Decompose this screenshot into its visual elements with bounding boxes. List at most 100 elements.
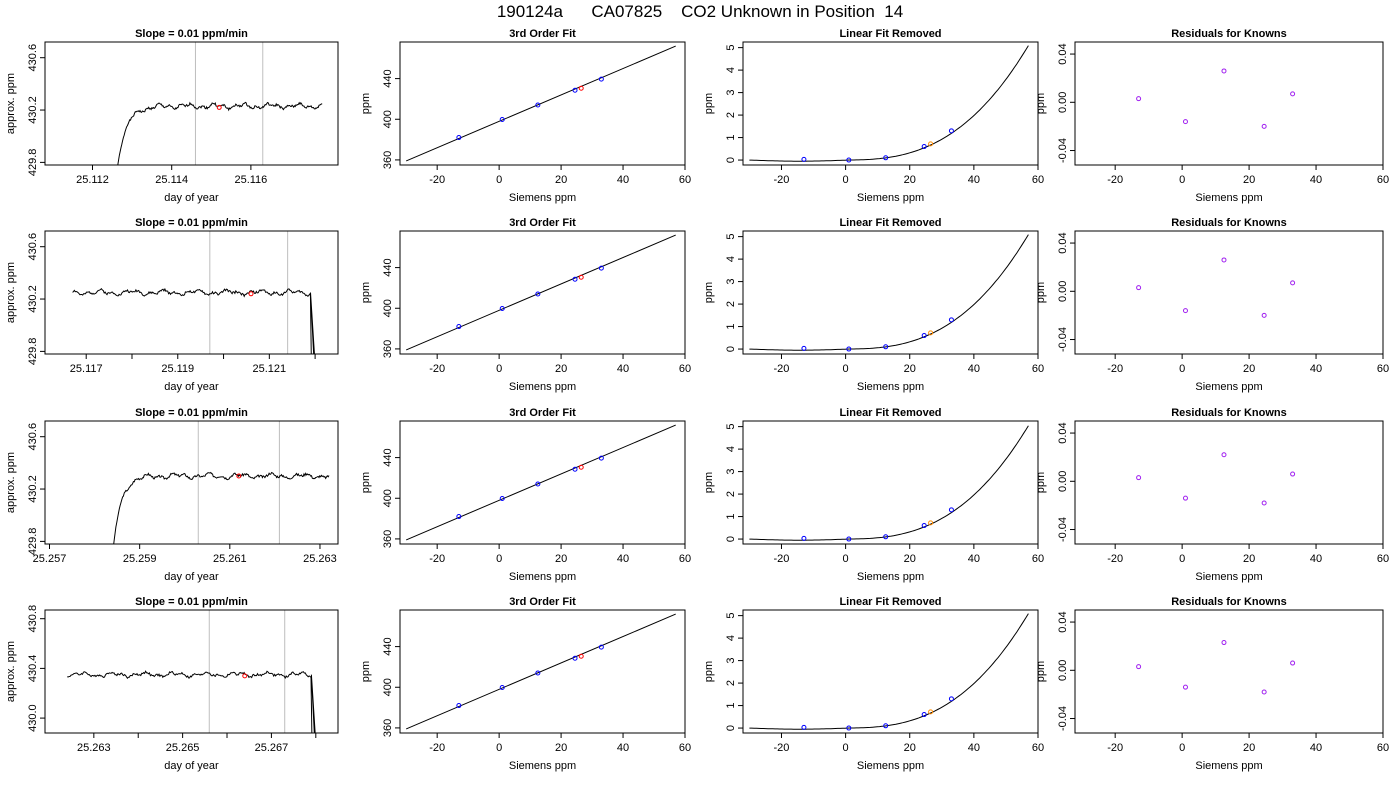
y-tick-label: 430.8: [27, 605, 39, 633]
y-tick-label: 430.6: [27, 44, 39, 72]
known-point: [535, 670, 541, 676]
plot-area: [405, 613, 676, 730]
x-axis-label: Siemens ppm: [857, 381, 924, 393]
x-axis-label: Siemens ppm: [1195, 571, 1262, 583]
chart-panel-fit-row1: 3rd Order Fit Siemens ppm ppm -20 0 20 40 60 360…: [360, 28, 691, 204]
known-point: [948, 317, 954, 323]
chart-panel-residuals-row1: Residuals for Knowns Siemens ppm ppm -20 0 20…: [1035, 28, 1389, 204]
known-point: [846, 346, 852, 352]
plot-area: [1136, 452, 1296, 506]
chart-panel-residuals-row4: Residuals for Knowns Siemens ppm ppm -20 0 20…: [1035, 596, 1389, 772]
chart-panel-fit-row2: 3rd Order Fit Siemens ppm ppm -20 0 20 40 60 360…: [360, 217, 691, 393]
plot-area: [113, 421, 330, 544]
residual-point: [1261, 689, 1267, 695]
x-tick-label: 0: [1179, 174, 1185, 186]
known-point: [535, 102, 541, 108]
known-point: [598, 76, 604, 82]
plot-area: [405, 234, 676, 351]
x-tick-label: 20: [555, 363, 567, 375]
plot-frame: [44, 609, 339, 734]
x-tick-label: -20: [774, 553, 790, 565]
residual-point: [1261, 312, 1267, 318]
plot-frame: [399, 41, 686, 166]
x-axis-label: day of year: [164, 192, 219, 204]
x-tick-label: 25.112: [76, 174, 109, 186]
chart-title: Linear Fit Removed: [839, 217, 941, 229]
page-title: 190124a CA07825 CO2 Unknown in Position …: [496, 2, 904, 21]
x-tick-label: -20: [429, 553, 445, 565]
plot-area: [1136, 640, 1296, 695]
x-tick-label: 25.119: [161, 363, 194, 375]
x-tick-label: 60: [1032, 363, 1044, 375]
chart-title: 3rd Order Fit: [509, 596, 576, 608]
x-tick-label: 25.263: [77, 742, 111, 754]
y-tick-label: 0: [725, 536, 737, 542]
unknown-point: [578, 85, 584, 91]
known-point: [499, 116, 505, 122]
unknown-marker: [242, 673, 248, 679]
known-point: [499, 305, 505, 311]
plot-area: [749, 234, 1029, 352]
data-trace: [72, 287, 315, 354]
plot-frame: [742, 420, 1039, 545]
plot-frame: [1074, 420, 1384, 545]
residual-point: [1182, 308, 1188, 314]
y-tick-label: 4: [725, 446, 737, 452]
x-tick-label: 25.117: [70, 363, 103, 375]
y-tick-label: -0.04: [1057, 138, 1069, 163]
x-tick-label: 60: [1377, 742, 1389, 754]
y-axis-label: ppm: [1035, 661, 1047, 682]
x-tick-label: 0: [1179, 553, 1185, 565]
chart-panel-time-series-row2: Slope = 0.01 ppm/min day of year approx. p…: [5, 217, 339, 393]
known-point: [801, 156, 807, 162]
y-tick-label: 429.8: [27, 149, 39, 177]
y-tick-label: 1: [725, 135, 737, 141]
chart-panel-fit-row3: 3rd Order Fit Siemens ppm ppm -20 0 20 40 60 360…: [360, 407, 691, 583]
known-point: [948, 128, 954, 134]
x-axis-label: Siemens ppm: [1195, 192, 1262, 204]
known-point: [948, 507, 954, 513]
plot-frame: [44, 230, 339, 355]
x-tick-label: 25.265: [166, 742, 200, 754]
x-axis-label: Siemens ppm: [509, 760, 576, 772]
y-tick-label: 440: [382, 69, 394, 87]
x-tick-label: -20: [429, 174, 445, 186]
x-axis-label: Siemens ppm: [1195, 381, 1262, 393]
y-tick-label: 400: [382, 110, 394, 128]
x-tick-label: 20: [904, 174, 916, 186]
plot-area: [749, 613, 1029, 731]
x-tick-label: 0: [496, 174, 502, 186]
x-tick-label: 60: [679, 553, 691, 565]
y-tick-label: 5: [725, 424, 737, 430]
y-tick-label: 360: [382, 719, 394, 737]
y-tick-label: -0.04: [1057, 517, 1069, 542]
x-tick-label: 40: [1310, 553, 1322, 565]
known-point: [598, 455, 604, 461]
known-point: [456, 703, 462, 709]
chart-panel-residuals-row2: Residuals for Knowns Siemens ppm ppm -20 0 20…: [1035, 217, 1389, 393]
x-tick-label: 20: [1243, 553, 1255, 565]
x-tick-label: 40: [617, 174, 629, 186]
y-tick-label: 0: [725, 725, 737, 731]
chart-title: 3rd Order Fit: [509, 28, 576, 40]
known-point: [846, 536, 852, 542]
unknown-point: [928, 141, 934, 147]
residual-point: [1290, 471, 1296, 477]
known-point: [499, 495, 505, 501]
chart-title: Slope = 0.01 ppm/min: [135, 407, 248, 419]
known-point: [883, 155, 889, 161]
x-tick-label: 20: [555, 742, 567, 754]
residual-point: [1290, 660, 1296, 666]
known-point: [846, 725, 852, 731]
plot-area: [1136, 257, 1296, 318]
y-tick-label: 1: [725, 703, 737, 709]
x-tick-label: 40: [617, 553, 629, 565]
known-point: [572, 87, 578, 93]
x-tick-label: -20: [1107, 174, 1123, 186]
known-point: [801, 535, 807, 541]
y-axis-label: ppm: [703, 661, 715, 682]
y-axis-label: ppm: [703, 472, 715, 493]
residual-point: [1290, 91, 1296, 97]
unknown-marker: [236, 473, 242, 479]
